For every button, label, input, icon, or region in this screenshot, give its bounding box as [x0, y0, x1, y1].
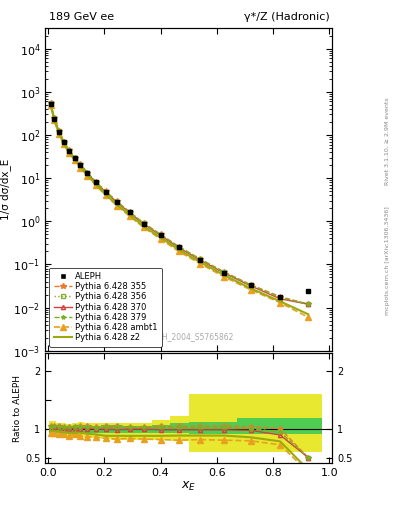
- Text: γ*/Z (Hadronic): γ*/Z (Hadronic): [244, 12, 330, 22]
- Text: ALEPH_2004_S5765862: ALEPH_2004_S5765862: [143, 332, 234, 341]
- X-axis label: $x_E$: $x_E$: [181, 480, 196, 493]
- Text: mcplots.cern.ch [arXiv:1306.3436]: mcplots.cern.ch [arXiv:1306.3436]: [385, 206, 389, 315]
- Y-axis label: 1/σ dσ/dx_E: 1/σ dσ/dx_E: [0, 159, 11, 220]
- Y-axis label: Ratio to ALEPH: Ratio to ALEPH: [13, 375, 22, 442]
- Text: 189 GeV ee: 189 GeV ee: [49, 12, 114, 22]
- Legend: ALEPH, Pythia 6.428 355, Pythia 6.428 356, Pythia 6.428 370, Pythia 6.428 379, P: ALEPH, Pythia 6.428 355, Pythia 6.428 35…: [50, 268, 162, 347]
- Text: Rivet 3.1.10, ≥ 2.9M events: Rivet 3.1.10, ≥ 2.9M events: [385, 97, 389, 185]
